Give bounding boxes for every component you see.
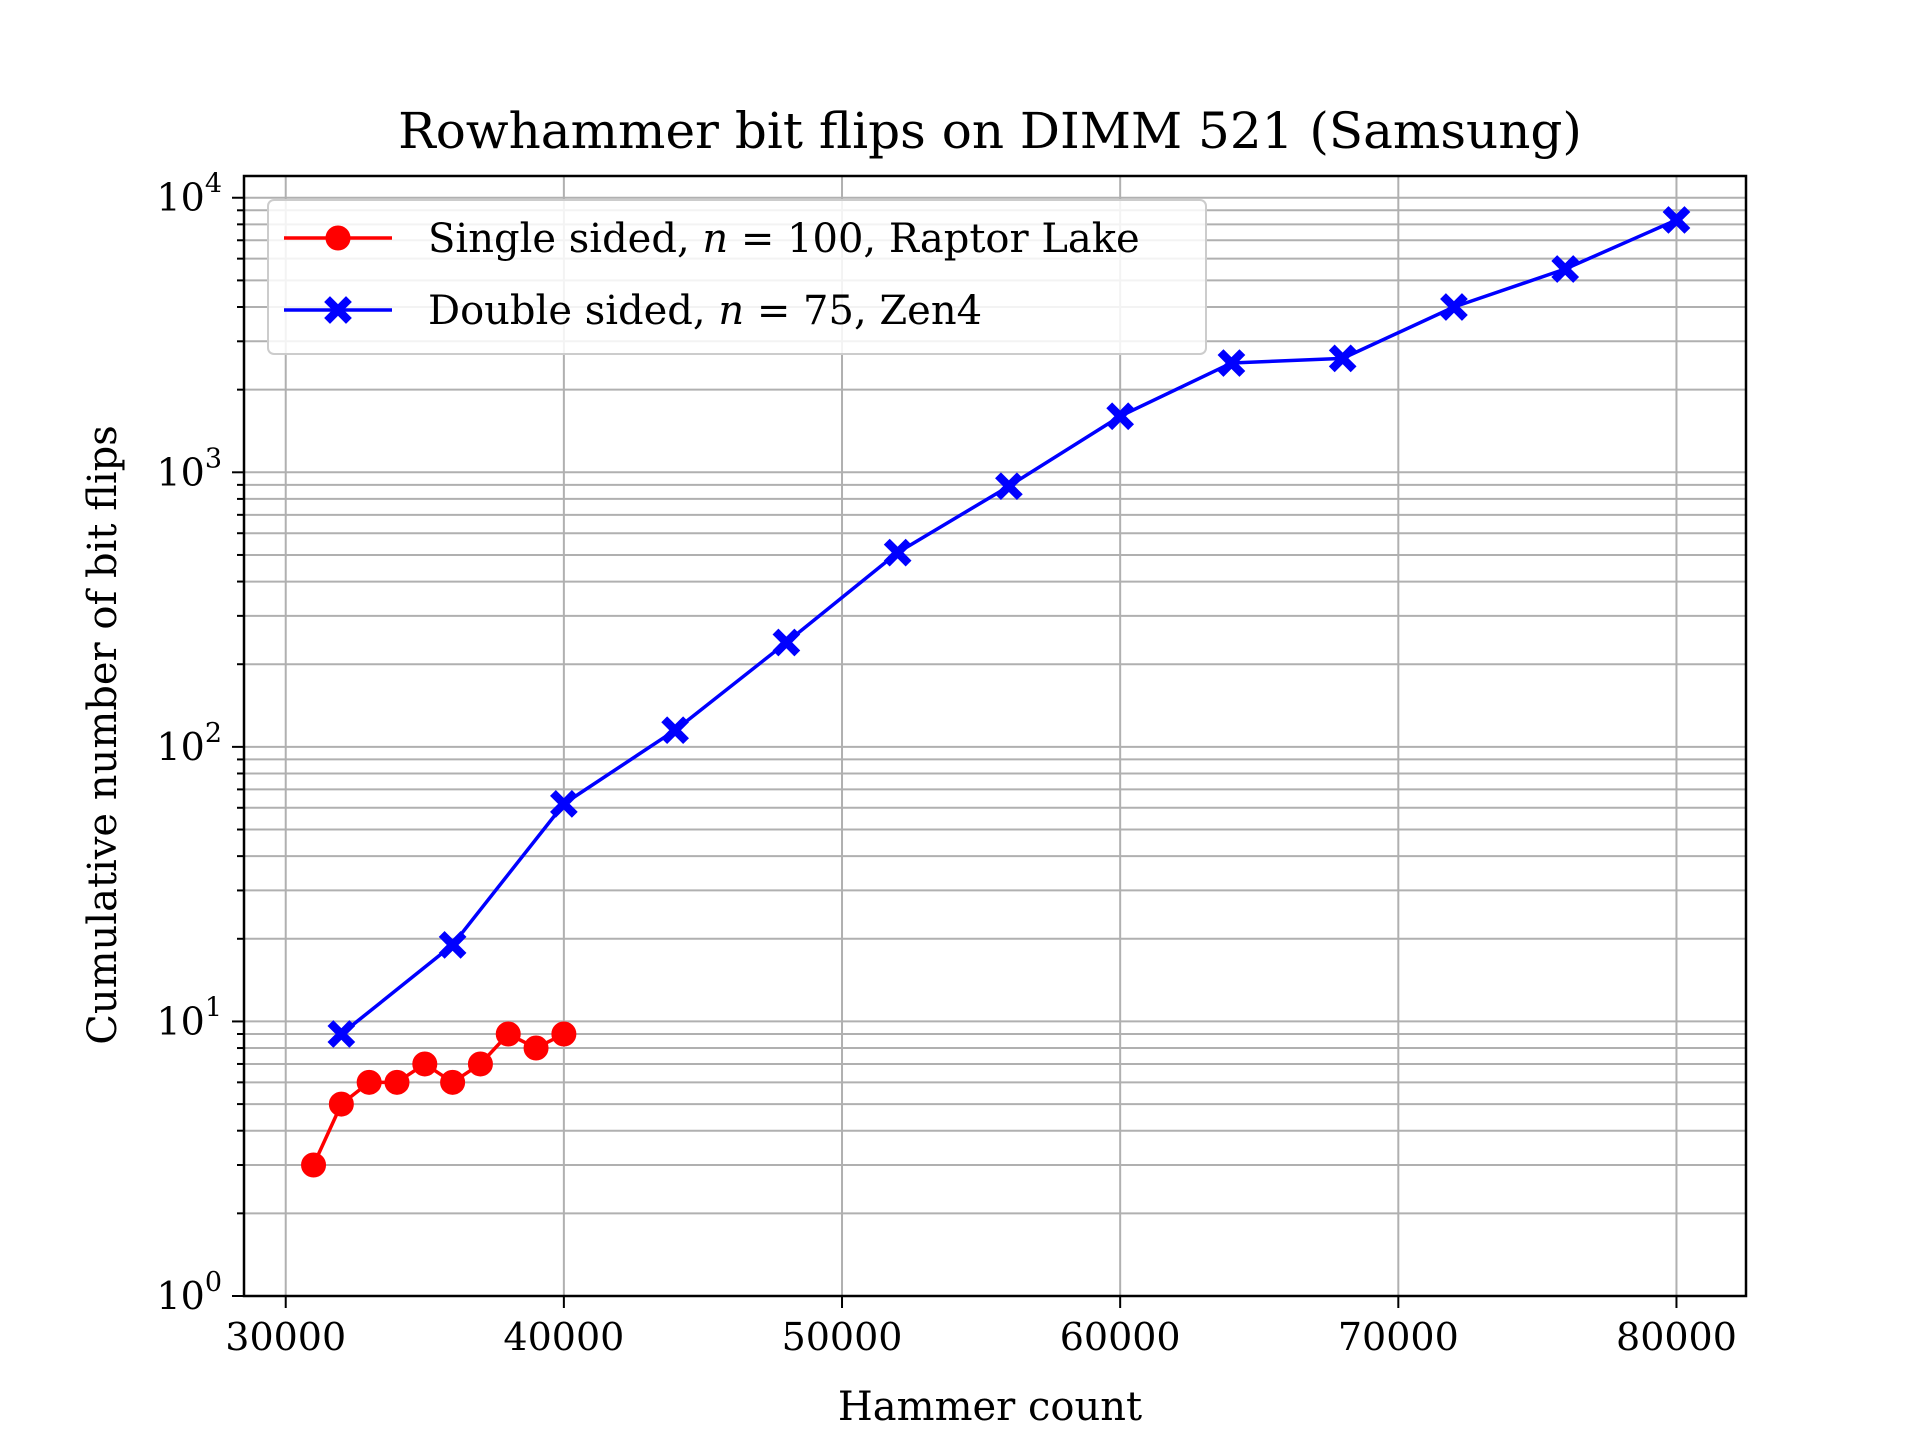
- y-tick-label-base: 10: [156, 725, 204, 769]
- data-point: [1440, 293, 1468, 321]
- legend-box: [267, 199, 1207, 355]
- x-tick-label: 60000: [1060, 1315, 1181, 1359]
- axis-ticks: 30000 40000 50000 60000 70000 800001001011021…: [156, 169, 1736, 1359]
- data-point: [495, 1021, 521, 1047]
- x-tick-label: 50000: [782, 1315, 903, 1359]
- y-tick-label-exponent: 2: [205, 718, 222, 749]
- legend-marker-swatch: [325, 225, 351, 251]
- data-point: [412, 1051, 438, 1077]
- data-point: [1551, 255, 1580, 283]
- x-tick-label: 40000: [503, 1315, 624, 1359]
- data-point: [995, 472, 1023, 501]
- legend-label-part: = 75, Zen4: [744, 288, 982, 334]
- legend-label-part: Single sided,: [428, 216, 702, 262]
- y-tick-label-base: 10: [156, 999, 204, 1043]
- y-tick-label: 104: [156, 169, 222, 220]
- legend: Single sided, n = 100, Raptor LakeDouble…: [267, 199, 1207, 355]
- y-tick-label: 101: [156, 992, 222, 1043]
- data-point: [467, 1051, 493, 1077]
- y-tick-label-base: 10: [156, 450, 204, 494]
- x-axis-label: Hammer count: [838, 1384, 1142, 1430]
- x-tick-label: 80000: [1616, 1315, 1737, 1359]
- legend-label-part: = 100, Raptor Lake: [728, 216, 1140, 262]
- y-tick-label-exponent: 1: [205, 992, 222, 1023]
- y-tick-label-exponent: 3: [205, 443, 222, 474]
- y-axis-label: Cumulative number of bit flips: [80, 425, 126, 1045]
- y-tick-label-exponent: 4: [205, 169, 222, 200]
- y-tick-label-exponent: 0: [205, 1267, 222, 1298]
- data-point: [550, 790, 578, 818]
- grid-lines: [244, 176, 1746, 1297]
- legend-label-math: n: [702, 216, 728, 262]
- data-point: [328, 1091, 354, 1117]
- data-point: [1662, 206, 1691, 234]
- data-point: [438, 931, 467, 959]
- legend-entry: Single sided, n = 100, Raptor Lake: [284, 216, 1140, 262]
- series-group: [301, 1021, 577, 1178]
- data-point: [1328, 344, 1357, 373]
- data-point: [661, 716, 689, 745]
- data-point: [1106, 402, 1135, 431]
- data-point: [356, 1069, 382, 1095]
- y-tick-label: 102: [156, 718, 222, 769]
- y-tick-label: 100: [156, 1267, 222, 1318]
- plot-area-frame: [242, 174, 1748, 1298]
- legend-entry: Double sided, n = 75, Zen4: [284, 288, 982, 334]
- data-point: [772, 628, 801, 657]
- data-point: [440, 1069, 466, 1095]
- x-tick-label: 70000: [1338, 1315, 1459, 1359]
- legend-label: Double sided, n = 75, Zen4: [428, 288, 982, 334]
- y-tick-label: 103: [156, 443, 222, 494]
- y-tick-label-base: 10: [156, 176, 204, 220]
- data-point: [883, 538, 912, 567]
- series-group: [327, 206, 1691, 1048]
- legend-label-part: Double sided,: [428, 288, 718, 334]
- data-point: [523, 1035, 549, 1061]
- data-point: [384, 1069, 410, 1095]
- legend-marker-swatch: [324, 296, 352, 324]
- series-line: [311, 1032, 565, 1166]
- chart-title: Rowhammer bit flips on DIMM 521 (Samsung…: [398, 102, 1582, 160]
- data-point: [1217, 349, 1246, 377]
- legend-label-math: n: [718, 288, 744, 334]
- data-point: [551, 1021, 577, 1047]
- legend-label: Single sided, n = 100, Raptor Lake: [428, 216, 1140, 262]
- data-point: [301, 1152, 327, 1178]
- y-tick-label-base: 10: [156, 1274, 204, 1318]
- data-point: [327, 1020, 356, 1048]
- series-layer: [301, 206, 1691, 1178]
- x-tick-label: 30000: [225, 1315, 346, 1359]
